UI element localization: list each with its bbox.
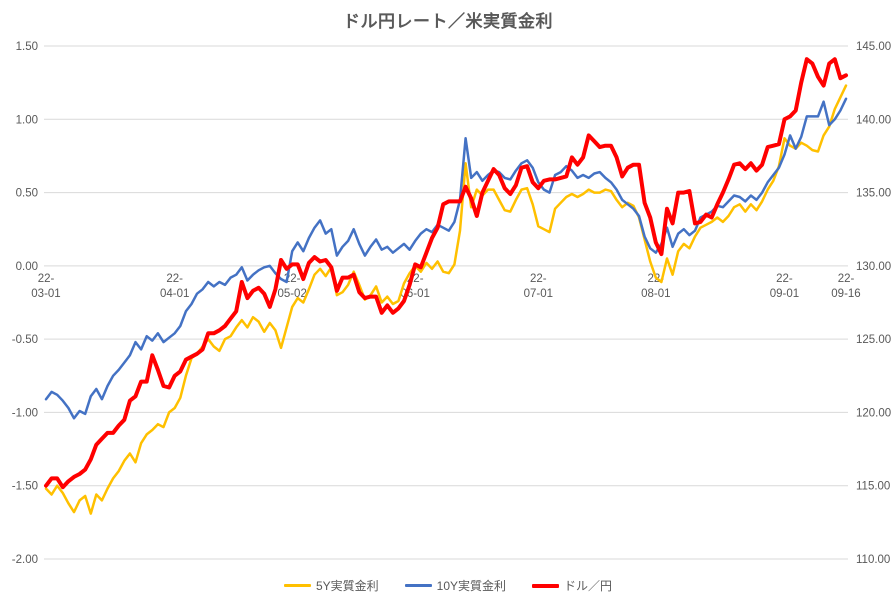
left-axis-tick-label: -2.00: [12, 554, 38, 566]
legend-line-swatch-10y: [404, 584, 432, 587]
gridlines: [44, 45, 848, 560]
legend-line-swatch-usdjpy: [532, 583, 560, 588]
left-axis-labels: 1.50 1.00 0.50 0.00 -0.50 -1.00 -1.50 -2.00: [12, 41, 38, 566]
legend-label-5y: 5Y実質金利: [315, 579, 379, 593]
legend-item-usdjpy: ドル／円: [532, 577, 612, 594]
right-axis-tick-label: 140.00: [856, 114, 891, 126]
x-axis-tick-label: 22-07-01: [524, 273, 553, 300]
left-axis-tick-label: 1.50: [16, 41, 38, 53]
right-axis-tick-label: 145.00: [856, 41, 891, 53]
series-line-0: [44, 84, 848, 515]
left-axis-tick-label: 1.00: [16, 114, 38, 126]
x-axis-tick-label: 22-03-01: [31, 273, 60, 300]
series-line-1: [44, 97, 848, 420]
legend-label-usdjpy: ドル／円: [564, 579, 613, 593]
x-axis-tick-label: 22-09-01: [770, 273, 799, 300]
legend-item-10y: 10Y実質金利: [404, 577, 507, 594]
legend-line-swatch-5y: [283, 584, 311, 587]
x-axis-tick-label: 22-09-16: [831, 273, 860, 300]
left-axis-tick-label: -0.50: [12, 334, 38, 346]
series-line-2: [44, 57, 848, 490]
right-axis-tick-label: 125.00: [856, 334, 891, 346]
right-axis-tick-label: 115.00: [856, 481, 890, 493]
right-axis-tick-label: 110.00: [856, 554, 890, 566]
chart-title: ドル円レート／米実質金利: [343, 12, 553, 31]
right-axis-tick-label: 120.00: [856, 407, 891, 419]
chart-legend: 5Y実質金利 10Y実質金利 ドル／円: [0, 577, 896, 594]
left-axis-tick-label: 0.00: [16, 261, 38, 273]
left-axis-tick-label: -1.50: [12, 481, 38, 493]
right-axis-tick-label: 135.00: [856, 188, 891, 200]
x-axis-labels: 22-03-0122-04-0122-05-0222-06-0122-07-01…: [31, 273, 860, 300]
x-axis-tick-label: 22-04-01: [160, 273, 189, 300]
left-axis-tick-label: -1.00: [12, 407, 38, 419]
right-axis-labels: 145.00 140.00 135.00 130.00 125.00 120.00 115.…: [856, 41, 891, 566]
right-axis-tick-label: 130.00: [856, 261, 891, 273]
left-axis-tick-label: 0.50: [16, 188, 38, 200]
legend-item-5y: 5Y実質金利: [283, 577, 379, 594]
legend-label-10y: 10Y実質金利: [436, 579, 507, 593]
